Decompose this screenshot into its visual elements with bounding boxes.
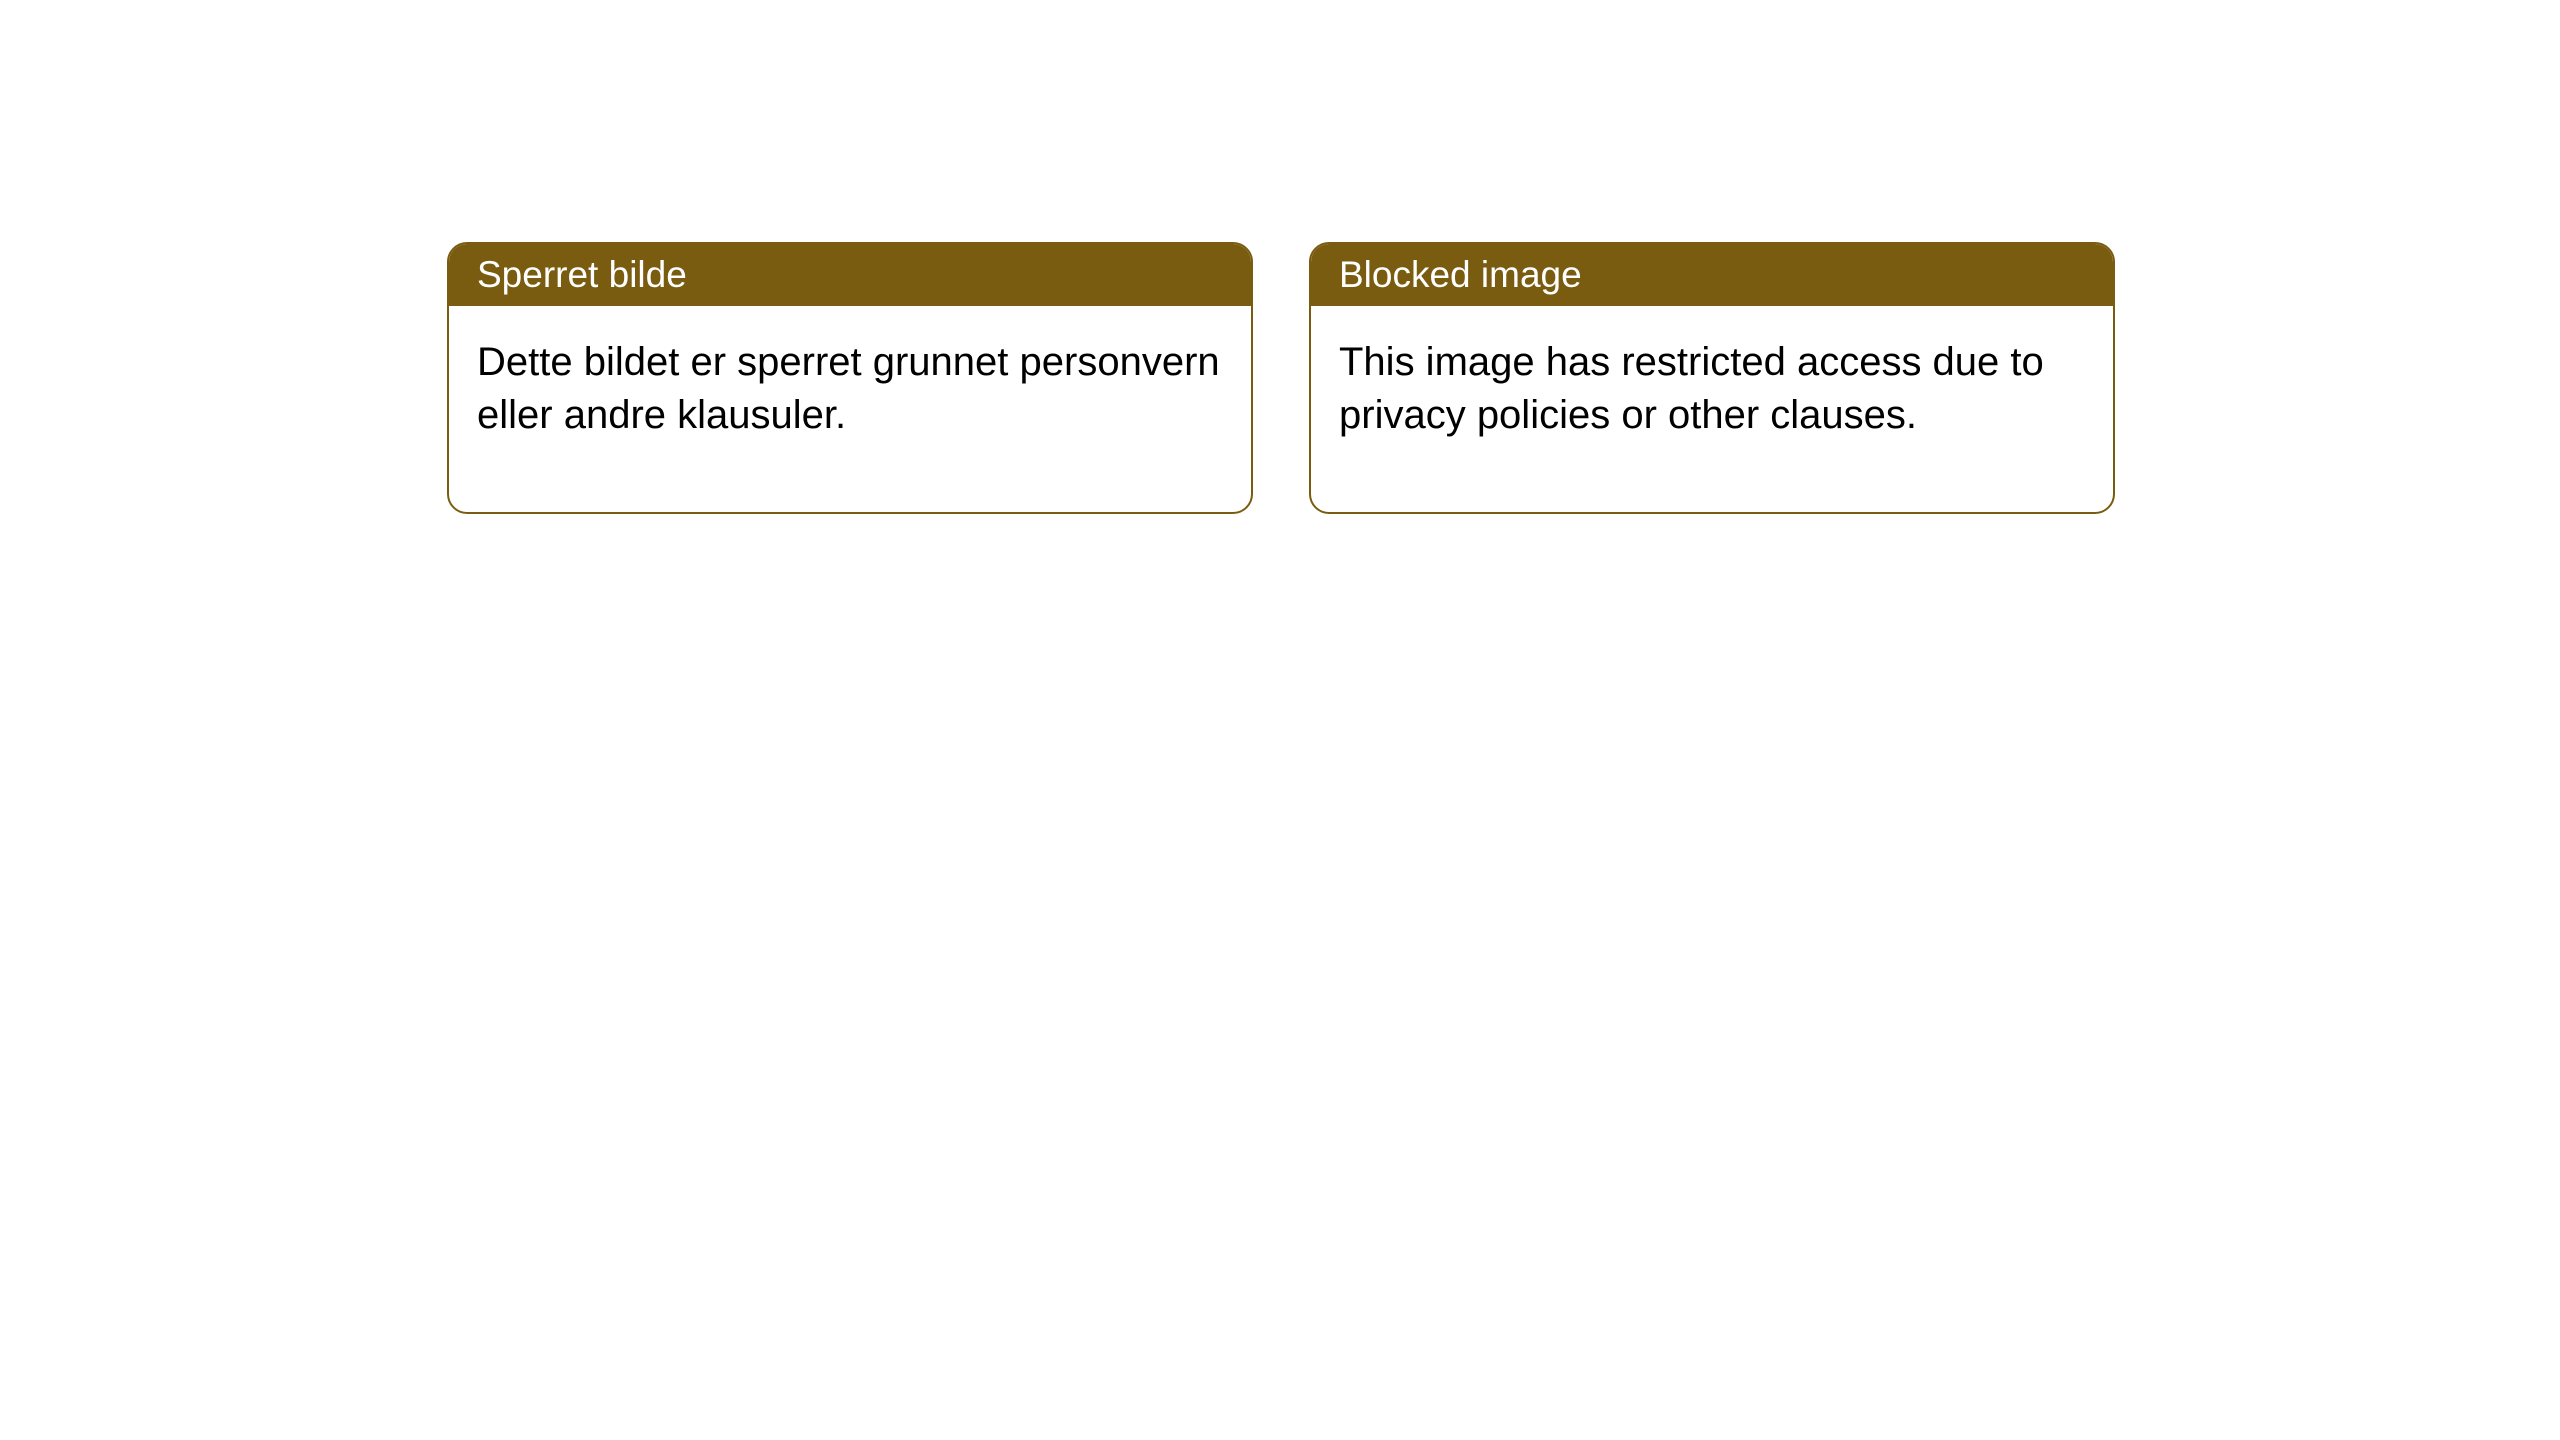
card-header: Blocked image <box>1311 244 2113 306</box>
notice-card-english: Blocked image This image has restricted … <box>1309 242 2115 514</box>
card-message: This image has restricted access due to … <box>1339 340 2044 437</box>
card-body: Dette bildet er sperret grunnet personve… <box>449 306 1251 512</box>
card-body: This image has restricted access due to … <box>1311 306 2113 512</box>
notice-container: Sperret bilde Dette bildet er sperret gr… <box>447 242 2115 514</box>
card-title: Sperret bilde <box>477 254 687 295</box>
card-title: Blocked image <box>1339 254 1582 295</box>
card-header: Sperret bilde <box>449 244 1251 306</box>
card-message: Dette bildet er sperret grunnet personve… <box>477 340 1220 437</box>
notice-card-norwegian: Sperret bilde Dette bildet er sperret gr… <box>447 242 1253 514</box>
